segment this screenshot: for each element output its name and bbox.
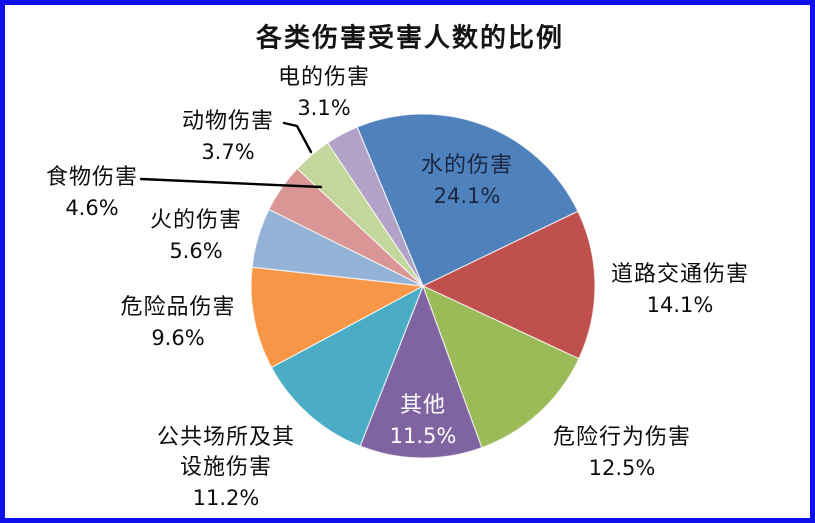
slice-label-hazardous-goods: 危险品伤害 9.6%	[120, 293, 235, 353]
pie-slice-public-facilities	[270, 284, 425, 447]
slice-label-name: 其他	[399, 393, 446, 418]
slice-label-pct: 3.7%	[201, 140, 255, 164]
slice-label-other: 其他 11.5%	[390, 391, 457, 451]
pie-slice-hazardous-goods	[250, 266, 425, 369]
slice-label-public-facilities: 公共场所及其 设施伤害 11.2%	[157, 423, 295, 513]
slice-label-pct: 12.5%	[588, 456, 656, 480]
slice-label-name: 水的伤害	[420, 153, 514, 178]
slice-label-pct: 11.5%	[389, 424, 457, 448]
slice-label-pct: 24.1%	[433, 184, 501, 208]
slice-label-pct: 9.6%	[151, 326, 205, 350]
slice-label-name: 火的伤害	[149, 208, 243, 233]
slice-label-fire: 火的伤害 5.6%	[150, 206, 242, 266]
pie-slice-road-traffic	[421, 210, 596, 360]
slice-label-pct: 14.1%	[646, 293, 714, 317]
pie-slice-water	[356, 113, 579, 287]
slice-label-name-line2: 设施伤害	[179, 455, 273, 480]
slice-label-water: 水的伤害 24.1%	[421, 151, 513, 211]
slice-label-risky-behavior: 危险行为伤害 12.5%	[553, 423, 691, 483]
slice-label-name: 危险行为伤害	[552, 425, 692, 450]
leader-line-food	[139, 177, 323, 189]
slice-label-pct: 3.1%	[297, 96, 351, 120]
chart-title: 各类伤害受害人数的比例	[255, 23, 565, 54]
pie-slice-other	[359, 284, 483, 459]
pie-slice-risky-behavior	[421, 284, 580, 449]
slice-label-name: 动物伤害	[181, 109, 275, 134]
slice-label-electric: 电的伤害 3.1%	[278, 63, 370, 123]
slice-label-pct: 4.6%	[65, 196, 119, 220]
leader-line-animal	[282, 121, 313, 154]
slice-label-name: 食物伤害	[45, 165, 139, 190]
slice-label-name: 危险品伤害	[120, 295, 236, 320]
pie-slice-electric	[326, 126, 424, 287]
slice-label-pct: 11.2%	[192, 486, 260, 510]
slice-label-food: 食物伤害 4.6%	[46, 163, 138, 223]
slice-label-name: 道路交通伤害	[610, 262, 750, 287]
slice-label-name: 电的伤害	[277, 65, 371, 90]
slice-label-animal: 动物伤害 3.7%	[182, 107, 274, 167]
slice-label-road-traffic: 道路交通伤害 14.1%	[611, 260, 749, 320]
slice-label-name-line1: 公共场所及其	[156, 425, 296, 450]
slice-label-pct: 5.6%	[169, 239, 223, 263]
